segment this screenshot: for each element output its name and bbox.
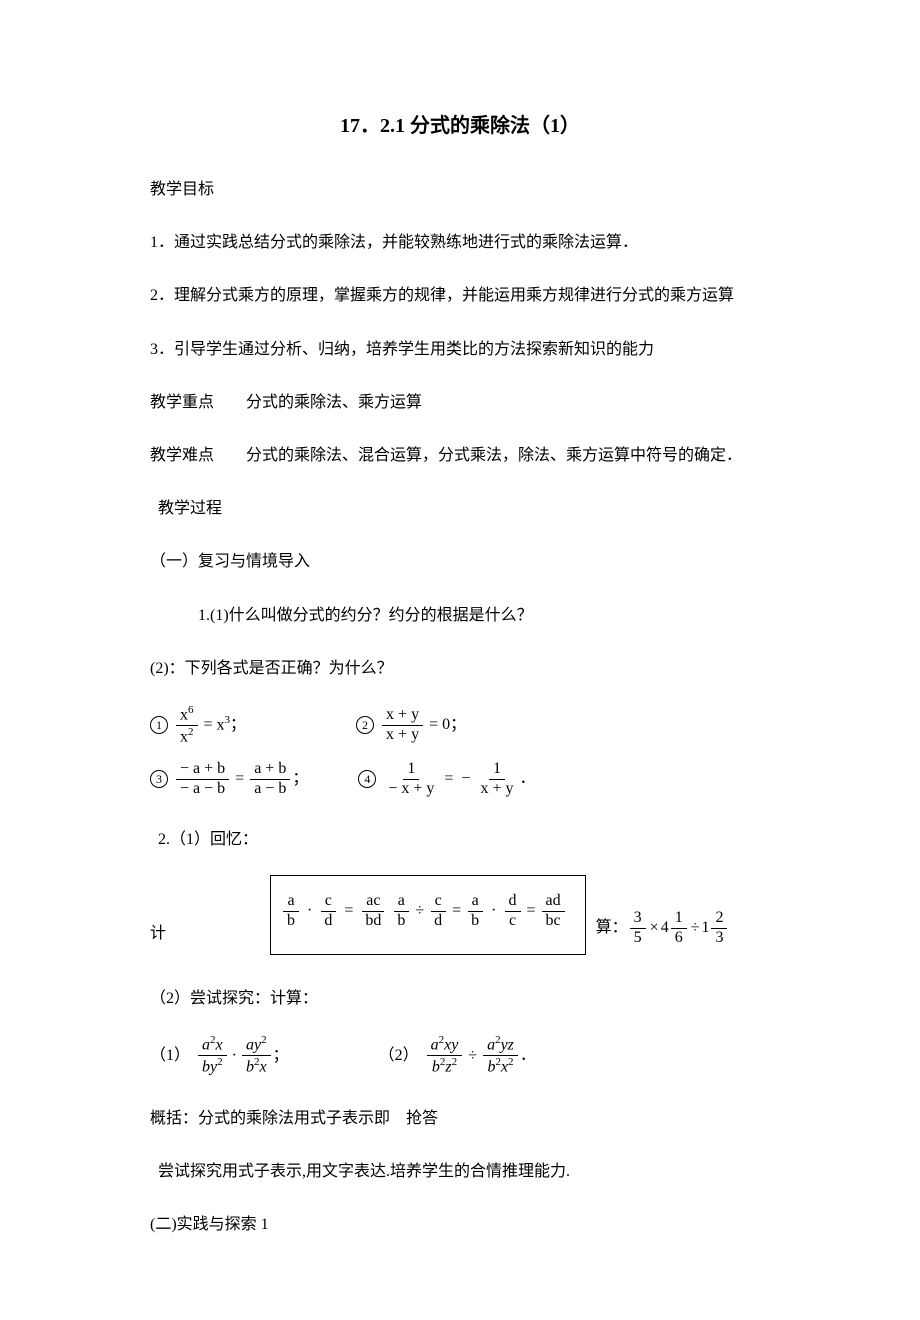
prob-2: a2xy b2z2 ÷ a2yz b2x2 ．: [425, 1034, 536, 1076]
goal-2: 2．理解分式乘方的原理，掌握乘方的规律，并能运用乘方规律进行分式的乘方运算: [150, 278, 770, 313]
question-1: 1.(1)什么叫做分式的约分？约分的根据是什么？: [150, 598, 770, 633]
keypoint: 教学重点 分式的乘除法、乘方运算: [150, 385, 770, 420]
compute-label-left: 计: [150, 921, 210, 955]
rule-mult: ab · cd = acbd: [281, 892, 387, 930]
difficulty: 教学难点 分式的乘除法、混合运算，分式乘法，除法、乘方运算中符号的确定．: [150, 438, 770, 473]
summary-1: 概括：分式的乘除法用式子表示即 抢答: [150, 1101, 770, 1136]
circled-3: 3: [150, 770, 168, 788]
recall-label: 2.（1）回忆：: [150, 822, 770, 857]
problems-row: （1） a2x by2 · ay2 b2x ； （2） a2xy b2z2 ÷ …: [150, 1034, 770, 1076]
prob1-label: （1）: [150, 1043, 190, 1069]
rule-compute-row: 计 ab · cd = acbd ab ÷ cd = ab · dc = adb…: [150, 875, 770, 955]
review-header: （一）复习与情境导入: [150, 544, 770, 579]
goal-3: 3．引导学生通过分析、归纳，培养学生用类比的方法探索新知识的能力: [150, 332, 770, 367]
prob-1: a2x by2 · ay2 b2x ；: [196, 1034, 289, 1076]
practice-header: (二)实践与探索 1: [150, 1207, 770, 1242]
page-title: 17．2.1 分式的乘除法（1）: [150, 110, 770, 142]
circled-2: 2: [356, 716, 374, 734]
goal-header: 教学目标: [150, 172, 770, 207]
circled-1: 1: [150, 716, 168, 734]
try-label: （2）尝试探究：计算：: [150, 981, 770, 1016]
eq-3: − a + b − a − b = a + b a − b ；: [174, 760, 308, 798]
eq-1: x6 x2 = x3 ；: [174, 704, 246, 746]
prob2-label: （2）: [379, 1043, 419, 1069]
question-2: (2)：下列各式是否正确？为什么？: [150, 651, 770, 686]
eq-2: x + y x + y = 0 ；: [380, 706, 466, 744]
rule-box: ab · cd = acbd ab ÷ cd = ab · dc = adbc: [270, 875, 586, 955]
summary-2: 尝试探究用式子表示,用文字表达.培养学生的合情推理能力.: [150, 1154, 770, 1189]
circled-4: 4: [358, 770, 376, 788]
rule-div: ab ÷ cd = ab · dc = adbc: [391, 892, 566, 930]
eq-4: 1 − x + y = − 1 x + y ．: [382, 760, 535, 798]
eq-row-1: 1 x6 x2 = x3 ； 2 x + y x + y = 0 ；: [150, 704, 770, 746]
eq-row-2: 3 − a + b − a − b = a + b a − b ； 4 1 − …: [150, 760, 770, 798]
process-header: 教学过程: [150, 491, 770, 526]
compute-right: 算： 35 × 4 16 ÷ 1 23: [586, 909, 730, 955]
goal-1: 1．通过实践总结分式的乘除法，并能较熟练地进行式的乘除法运算．: [150, 225, 770, 260]
